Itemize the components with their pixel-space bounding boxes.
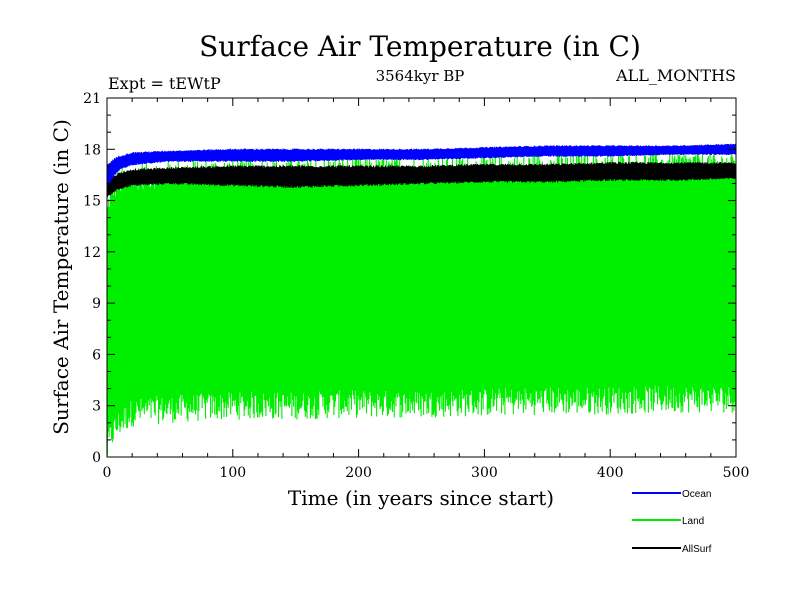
x-tick-label: 400 [597, 465, 624, 481]
x-tick-label: 300 [471, 465, 498, 481]
legend: Ocean Land AllSurf [632, 489, 712, 555]
series-line-ocean [106, 143, 737, 186]
series-line-land [106, 150, 737, 456]
chart-title: Surface Air Temperature (in C) [199, 30, 641, 63]
y-axis-label: Surface Air Temperature (in C) [49, 119, 73, 435]
y-tick-label: 12 [83, 245, 101, 261]
y-tick-label: 0 [92, 450, 101, 466]
x-tick-label: 200 [345, 465, 372, 481]
experiment-label: Expt = tEWtP [108, 74, 221, 93]
y-tick-label: 18 [83, 142, 101, 158]
x-axis-label: Time (in years since start) [288, 486, 554, 510]
y-tick-label: 3 [92, 399, 101, 415]
legend-label-allsurf: AllSurf [682, 544, 712, 555]
x-tick-label: 0 [103, 465, 112, 481]
y-tick-label: 21 [83, 91, 101, 107]
months-label: ALL_MONTHS [615, 66, 736, 85]
x-tick-label: 500 [723, 465, 750, 481]
chart-subtitle: 3564kyr BP [376, 67, 465, 85]
series-line-allsurf [106, 161, 737, 198]
y-tick-label: 9 [92, 296, 101, 312]
plot-frame [106, 97, 737, 458]
y-tick-label: 15 [83, 194, 101, 210]
y-tick-label: 6 [92, 347, 101, 363]
plot-area [106, 143, 737, 456]
x-axis: 0 100 200 300 400 500 [103, 98, 750, 481]
legend-label-ocean: Ocean [682, 489, 711, 500]
x-tick-label: 100 [219, 465, 246, 481]
y-axis: 0 3 6 9 12 15 18 21 [83, 91, 736, 466]
legend-label-land: Land [682, 516, 704, 527]
